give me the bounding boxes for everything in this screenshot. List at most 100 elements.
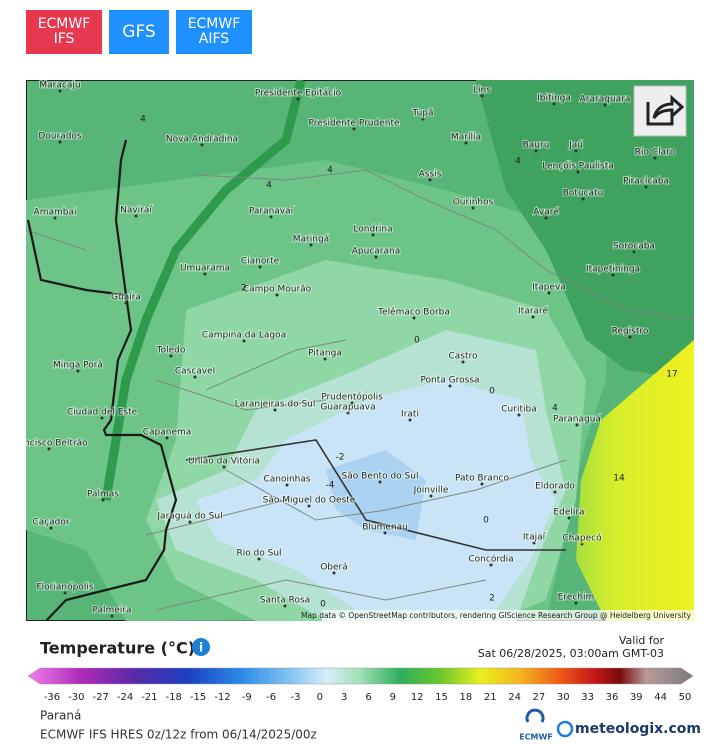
ecmwf-logo: ECMWF bbox=[519, 733, 553, 742]
city-label: Caçador bbox=[32, 518, 69, 528]
city-label: Paranavaí bbox=[249, 207, 294, 217]
city-dot bbox=[124, 301, 128, 305]
city-dot bbox=[429, 494, 433, 498]
city-label: Ponta Grossa bbox=[420, 376, 479, 386]
city-dot bbox=[47, 447, 51, 451]
colorbar-tick-label: 44 bbox=[654, 692, 667, 703]
model-button[interactable]: ECMWF IFS bbox=[26, 10, 102, 54]
city-label: Araraquara bbox=[580, 95, 631, 105]
colorbar-tick-label: 6 bbox=[365, 692, 371, 703]
share-button[interactable] bbox=[633, 85, 687, 137]
city-dot bbox=[532, 541, 536, 545]
meteologix-logo: meteologix.com bbox=[575, 721, 701, 737]
city-label: Erechim bbox=[558, 593, 595, 603]
contour-label: 17 bbox=[666, 370, 677, 380]
colorbar-tick-label: 9 bbox=[390, 692, 396, 703]
city-dot bbox=[332, 571, 336, 575]
city-label: Assis bbox=[419, 170, 442, 180]
city-label: Curitiba bbox=[501, 405, 536, 415]
button-label[interactable]: IFS bbox=[53, 31, 75, 47]
ecmwf-logo-mark bbox=[525, 708, 545, 723]
colorbar-tick-label: -12 bbox=[214, 692, 230, 703]
city-dot bbox=[547, 291, 551, 295]
contour-label: 0 bbox=[489, 387, 495, 397]
colorbar-tick-label: -24 bbox=[117, 692, 133, 703]
button-label[interactable]: ECMWF bbox=[37, 16, 91, 32]
city-label: Campina da Lagoa bbox=[202, 331, 286, 341]
city-label: Maringá bbox=[293, 235, 329, 245]
city-dot bbox=[165, 436, 169, 440]
model-run: ECMWF IFS HRES 0z/12z from 06/14/2025/00… bbox=[40, 728, 317, 742]
city-dot bbox=[203, 272, 207, 276]
city-dot bbox=[101, 498, 105, 502]
river-band bbox=[101, 80, 306, 501]
contour-label: 4 bbox=[140, 115, 146, 125]
city-dot bbox=[576, 170, 580, 174]
state-border bbox=[185, 439, 566, 551]
share-icon[interactable] bbox=[646, 94, 685, 126]
city-label: Presidente Prudente bbox=[308, 119, 400, 129]
city-dot bbox=[464, 141, 468, 145]
city-dot bbox=[574, 601, 578, 605]
city-label: União da Vitória bbox=[188, 456, 260, 467]
city-dot bbox=[323, 357, 327, 361]
city-dot bbox=[350, 401, 354, 405]
city-dot bbox=[283, 604, 287, 608]
city-dot bbox=[242, 339, 246, 343]
city-dot bbox=[374, 255, 378, 259]
colorbar-tick-label: -6 bbox=[266, 692, 276, 703]
info-glyph[interactable]: i bbox=[199, 641, 203, 655]
valid-time: Sat 06/28/2025, 03:00am GMT-03 bbox=[478, 647, 664, 660]
city-dot bbox=[383, 531, 387, 535]
colorbar-tick-label: -36 bbox=[44, 692, 60, 703]
city-dot bbox=[408, 418, 412, 422]
city-dot bbox=[49, 526, 53, 530]
sea-temp bbox=[576, 340, 694, 621]
city-label: Registro bbox=[612, 327, 649, 337]
info-icon[interactable] bbox=[192, 638, 210, 656]
contour-label: -2 bbox=[336, 453, 345, 463]
city-label: Jaú bbox=[568, 141, 583, 151]
city-label: Naviraí bbox=[120, 206, 152, 216]
city-label: Campo Mourão bbox=[243, 285, 312, 295]
city-label: Jaraguá do Sul bbox=[156, 512, 222, 522]
city-dot bbox=[58, 140, 62, 144]
button-label[interactable]: AIFS bbox=[198, 31, 230, 47]
city-dot bbox=[575, 423, 579, 427]
city-label: Lençóis Paulista bbox=[542, 161, 614, 172]
contour-label: 4 bbox=[266, 181, 272, 191]
city-label: Cianorte bbox=[241, 257, 280, 267]
city-label: Concórdia bbox=[468, 554, 513, 565]
city-label: Pitanga bbox=[308, 349, 342, 359]
contour-label: 4 bbox=[552, 404, 558, 414]
city-label: Umuarama bbox=[180, 264, 230, 274]
city-label: Ciudad del Este bbox=[67, 408, 138, 418]
colorbar-tick-label: 30 bbox=[557, 692, 570, 703]
city-label: Dourados bbox=[38, 132, 82, 142]
city-label: Apucarana bbox=[352, 247, 400, 257]
colorbar-tick-label: 15 bbox=[435, 692, 448, 703]
region: Paraná bbox=[40, 709, 81, 723]
city-label: Ibitinga bbox=[537, 94, 571, 104]
contour-label: 2 bbox=[241, 284, 247, 294]
model-button[interactable]: ECMWF AIFS bbox=[176, 10, 252, 54]
city-dot bbox=[193, 375, 197, 379]
city-label: Oberá bbox=[320, 563, 348, 573]
city-label: Francisco Beltrão bbox=[26, 439, 88, 449]
city-dot bbox=[53, 216, 57, 220]
city-label: Presidente Epitácio bbox=[255, 89, 342, 99]
model-button[interactable]: GFS bbox=[109, 10, 169, 54]
city-dot bbox=[580, 542, 584, 546]
city-label: Chapecó bbox=[562, 533, 602, 544]
city-dot bbox=[346, 411, 350, 415]
button-label[interactable]: GFS bbox=[122, 21, 156, 42]
city-label: Itajaí bbox=[523, 533, 546, 543]
city-dot bbox=[285, 483, 289, 487]
city-dot bbox=[169, 354, 173, 358]
colorbar-tick-label: 3 bbox=[341, 692, 347, 703]
colorbar-tick-label: 0 bbox=[317, 692, 323, 703]
temp-zone bbox=[476, 80, 694, 380]
city-label: Irati bbox=[401, 410, 419, 420]
temp-zone bbox=[326, 450, 426, 540]
button-label[interactable]: ECMWF bbox=[187, 16, 241, 32]
